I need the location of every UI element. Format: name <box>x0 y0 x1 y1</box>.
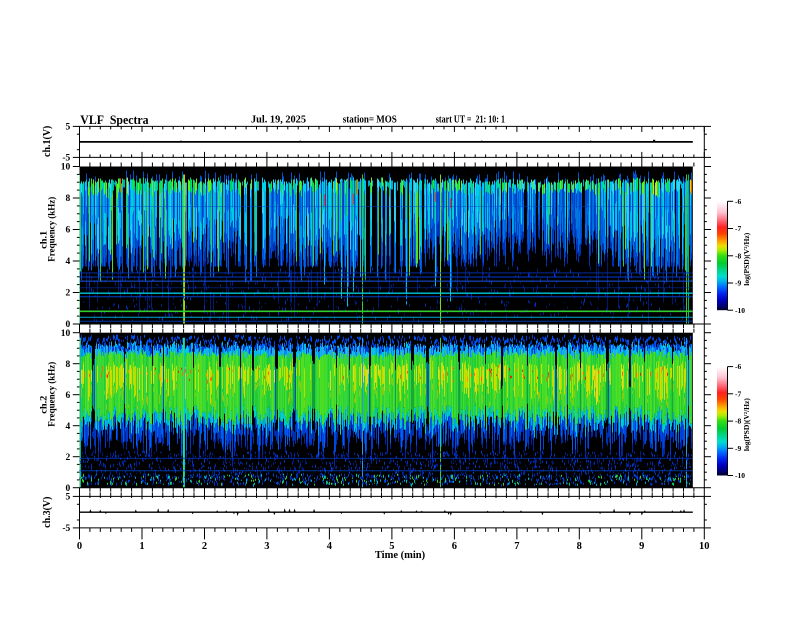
svg-text:Frequency (kHz): Frequency (kHz) <box>47 362 58 427</box>
svg-text:0: 0 <box>77 541 82 552</box>
svg-text:-10: -10 <box>735 306 745 315</box>
svg-text:start UT = 21: 10: 1: start UT = 21: 10: 1 <box>436 115 505 126</box>
svg-text:Frequency (kHz): Frequency (kHz) <box>47 197 58 262</box>
svg-text:5: 5 <box>66 493 71 503</box>
svg-text:-7: -7 <box>735 389 741 398</box>
svg-text:VLF Spectra: VLF Spectra <box>80 112 149 127</box>
svg-text:5: 5 <box>389 541 394 552</box>
svg-text:8: 8 <box>66 360 71 370</box>
svg-text:10: 10 <box>61 329 71 339</box>
svg-text:ch.3(V): ch.3(V) <box>42 497 53 528</box>
svg-text:ch.1(V): ch.1(V) <box>42 126 53 157</box>
svg-text:2: 2 <box>66 453 71 463</box>
svg-text:-8: -8 <box>735 417 741 426</box>
svg-text:2: 2 <box>202 541 207 552</box>
svg-text:-5: -5 <box>62 154 70 164</box>
svg-text:-9: -9 <box>735 444 741 453</box>
svg-text:2: 2 <box>66 289 71 299</box>
svg-text:4: 4 <box>66 422 71 432</box>
svg-text:log(PSD)(V²/Hz): log(PSD)(V²/Hz) <box>742 232 751 286</box>
svg-text:Jul. 19, 2025: Jul. 19, 2025 <box>251 115 306 126</box>
svg-text:9: 9 <box>639 541 644 552</box>
svg-text:8: 8 <box>577 541 582 552</box>
svg-text:10: 10 <box>699 541 710 552</box>
svg-text:-6: -6 <box>735 197 741 206</box>
svg-text:-6: -6 <box>735 362 741 371</box>
svg-text:-9: -9 <box>735 279 741 288</box>
svg-text:-8: -8 <box>735 251 741 260</box>
svg-text:6: 6 <box>452 541 457 552</box>
svg-text:ch.2: ch.2 <box>40 395 50 413</box>
svg-text:4: 4 <box>66 257 71 267</box>
svg-text:0: 0 <box>66 484 71 494</box>
svg-text:Time (min): Time (min) <box>375 550 426 561</box>
svg-text:10: 10 <box>61 163 71 173</box>
svg-text:0: 0 <box>66 320 71 330</box>
svg-text:log(PSD)(V²/Hz): log(PSD)(V²/Hz) <box>742 398 751 452</box>
svg-text:8: 8 <box>66 194 71 204</box>
svg-text:7: 7 <box>514 541 519 552</box>
svg-text:-10: -10 <box>735 471 745 480</box>
svg-text:ch.1: ch.1 <box>40 231 50 249</box>
svg-text:4: 4 <box>327 541 333 552</box>
svg-text:3: 3 <box>264 541 269 552</box>
svg-text:6: 6 <box>66 391 71 401</box>
svg-text:-5: -5 <box>62 524 70 534</box>
svg-text:1: 1 <box>139 541 144 552</box>
svg-text:station= MOS: station= MOS <box>343 115 397 126</box>
svg-text:6: 6 <box>66 226 71 236</box>
svg-text:5: 5 <box>66 123 71 133</box>
svg-text:-7: -7 <box>735 224 741 233</box>
